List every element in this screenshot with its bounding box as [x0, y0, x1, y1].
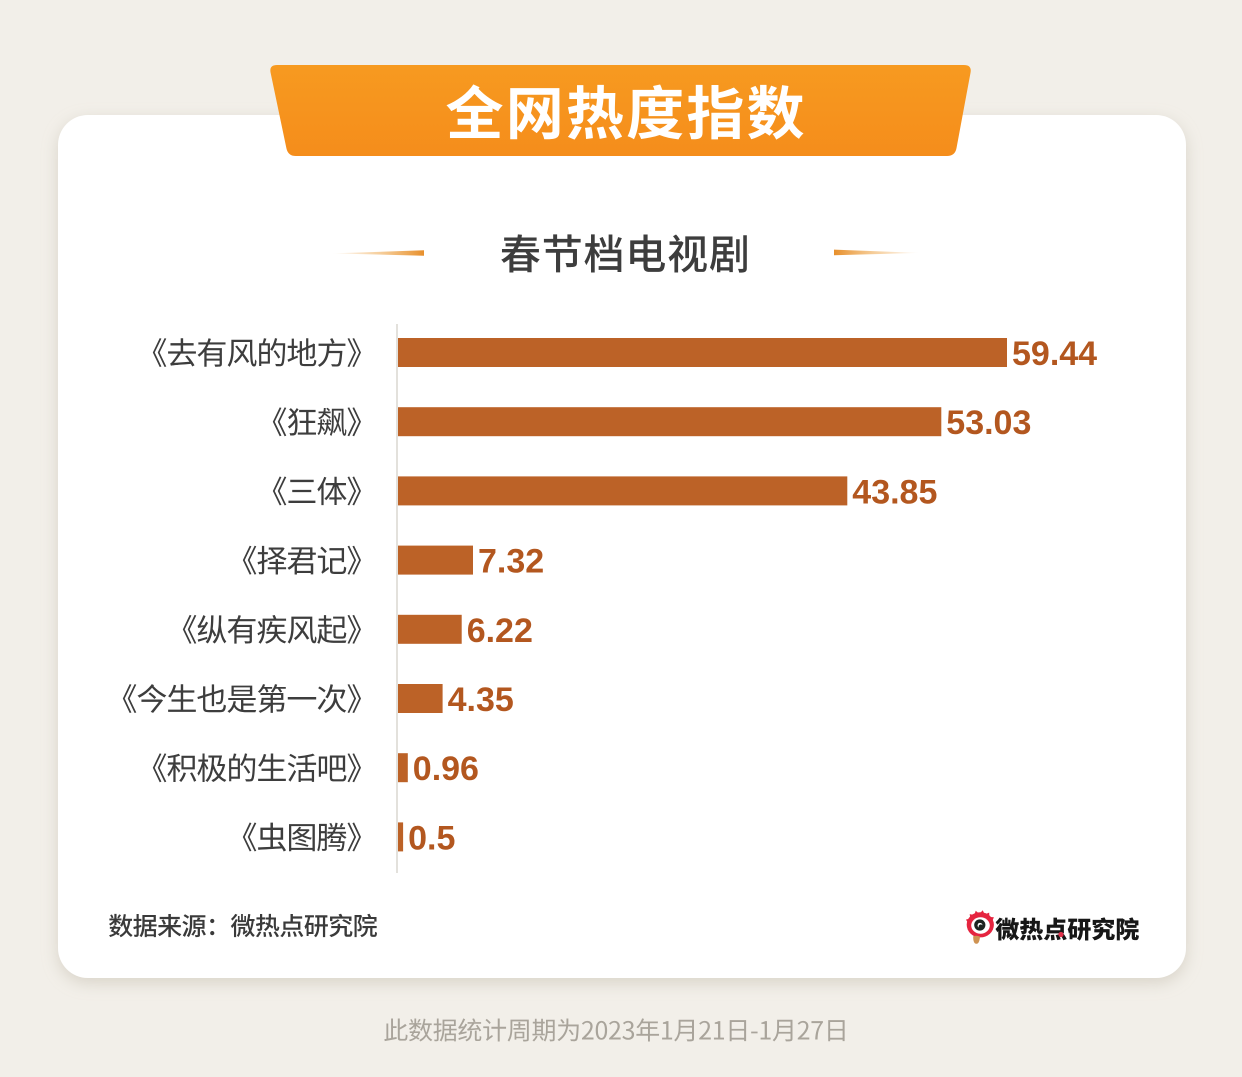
- svg-text:7.32: 7.32: [478, 543, 544, 581]
- svg-text:59.44: 59.44: [1012, 335, 1097, 373]
- svg-text:53.03: 53.03: [946, 404, 1031, 442]
- svg-text:4.35: 4.35: [448, 681, 514, 719]
- svg-text:6.22: 6.22: [467, 612, 533, 650]
- svg-text:0.96: 0.96: [413, 750, 479, 788]
- svg-text:43.85: 43.85: [852, 473, 937, 511]
- svg-text:0.5: 0.5: [408, 819, 455, 857]
